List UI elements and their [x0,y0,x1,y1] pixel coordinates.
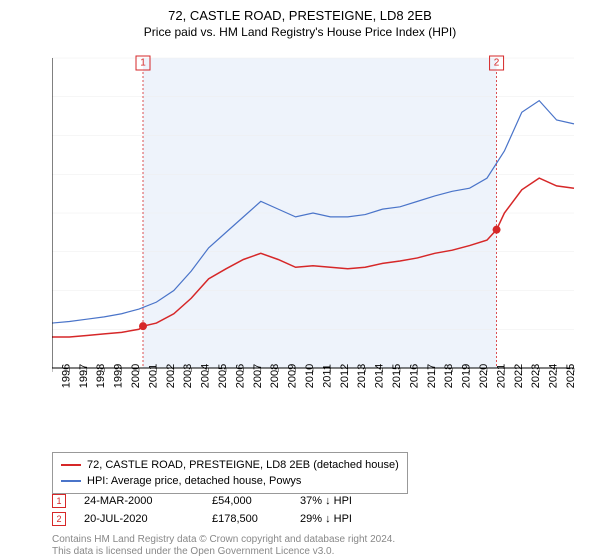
legend-row: 72, CASTLE ROAD, PRESTEIGNE, LD8 2EB (de… [61,457,399,473]
x-tick-label: 2001 [147,364,159,388]
title-block: 72, CASTLE ROAD, PRESTEIGNE, LD8 2EB Pri… [0,0,600,39]
x-tick-label: 2022 [513,364,525,388]
event-date: 20-JUL-2020 [84,513,194,525]
x-tick-label: 2005 [217,364,229,388]
x-tick-label: 2012 [339,364,351,388]
event-diff: 29% ↓ HPI [300,513,352,525]
series-point [139,322,147,330]
x-tick-label: 2021 [495,364,507,388]
x-tick-label: 2008 [269,364,281,388]
legend-swatch [61,480,81,482]
legend-row: HPI: Average price, detached house, Powy… [61,473,399,489]
series-point [493,226,501,234]
title-sub: Price paid vs. HM Land Registry's House … [0,25,600,39]
x-tick-label: 2017 [426,364,438,388]
event-price: £54,000 [212,495,282,507]
x-tick-label: 2002 [165,364,177,388]
x-tick-label: 2025 [565,364,577,388]
x-tick-label: 2003 [182,364,194,388]
x-tick-label: 2016 [408,364,420,388]
x-tick-label: 2007 [252,364,264,388]
x-tick-label: 2019 [461,364,473,388]
event-price: £178,500 [212,513,282,525]
chart-svg: £0£50K£100K£150K£200K£250K£300K£350K£400… [52,48,582,418]
event-row: 2 20-JUL-2020 £178,500 29% ↓ HPI [52,512,352,526]
title-main: 72, CASTLE ROAD, PRESTEIGNE, LD8 2EB [0,8,600,23]
chart-area: £0£50K£100K£150K£200K£250K£300K£350K£400… [52,48,582,418]
x-tick-label: 2000 [130,364,142,388]
legend-swatch [61,464,81,466]
footer: Contains HM Land Registry data © Crown c… [52,534,395,558]
x-tick-label: 1999 [113,364,125,388]
event-row: 1 24-MAR-2000 £54,000 37% ↓ HPI [52,494,352,508]
x-tick-label: 2006 [234,364,246,388]
x-tick-label: 2010 [304,364,316,388]
legend: 72, CASTLE ROAD, PRESTEIGNE, LD8 2EB (de… [52,452,408,494]
x-tick-label: 2023 [530,364,542,388]
event-marker-top: 2 [494,58,500,69]
x-tick-label: 2024 [548,364,560,388]
x-tick-label: 1996 [60,364,72,388]
footer-line1: Contains HM Land Registry data © Crown c… [52,534,395,546]
event-marker-top: 1 [140,58,146,69]
footer-line2: This data is licensed under the Open Gov… [52,546,395,558]
legend-label: 72, CASTLE ROAD, PRESTEIGNE, LD8 2EB (de… [87,457,399,473]
event-marker-icon: 1 [52,494,66,508]
x-tick-label: 2014 [374,364,386,388]
events-table: 1 24-MAR-2000 £54,000 37% ↓ HPI 2 20-JUL-2020… [52,494,352,530]
x-tick-label: 2013 [356,364,368,388]
x-tick-label: 1997 [78,364,90,388]
event-date: 24-MAR-2000 [84,495,194,507]
event-marker-icon: 2 [52,512,66,526]
x-tick-label: 2018 [443,364,455,388]
x-tick-label: 2009 [287,364,299,388]
x-tick-label: 2020 [478,364,490,388]
x-tick-label: 2004 [200,364,212,388]
event-diff: 37% ↓ HPI [300,495,352,507]
legend-label: HPI: Average price, detached house, Powy… [87,473,301,489]
x-tick-label: 2015 [391,364,403,388]
chart-container: 72, CASTLE ROAD, PRESTEIGNE, LD8 2EB Pri… [0,0,600,560]
x-tick-label: 1998 [95,364,107,388]
